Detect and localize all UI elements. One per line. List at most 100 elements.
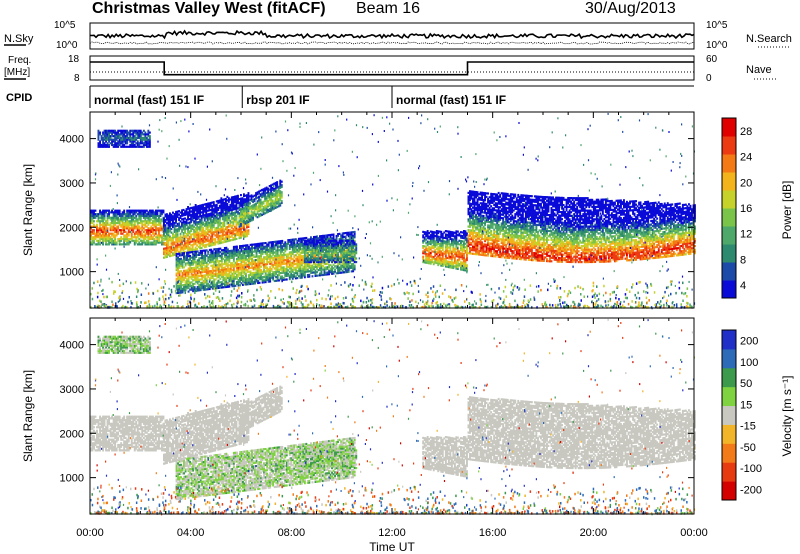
- power-cell: [127, 214, 130, 218]
- power-cell: [141, 209, 144, 212]
- power-cell: [279, 204, 282, 207]
- power-cell: [167, 214, 170, 217]
- power-cell: [280, 180, 283, 183]
- power-cell: [201, 285, 204, 288]
- power-cell: [235, 223, 238, 226]
- power-cell: [274, 205, 277, 208]
- power-cell: [181, 289, 184, 292]
- power-cell: [166, 252, 168, 255]
- power-cell: [115, 214, 118, 218]
- power-cell: [226, 225, 229, 229]
- power-cell: [120, 232, 123, 235]
- power-cell: [158, 216, 160, 219]
- power-cell: [196, 223, 199, 226]
- power-cell: [228, 271, 231, 274]
- power-cell: [226, 220, 229, 223]
- power-cell: [243, 230, 245, 233]
- power-cell: [264, 194, 267, 197]
- power-cell: [214, 257, 217, 260]
- power-cell: [226, 208, 229, 211]
- power-cell: [236, 270, 238, 273]
- power-cell: [226, 234, 229, 237]
- power-cell: [245, 281, 247, 284]
- power-cell: [138, 209, 141, 212]
- power-cell: [231, 274, 234, 277]
- power-cell: [239, 277, 241, 280]
- power-cell: [175, 233, 178, 237]
- power-cell: [141, 223, 144, 226]
- power-cell: [147, 237, 150, 241]
- power-cell: [215, 235, 218, 238]
- power-cell: [274, 197, 277, 201]
- power-cell: [270, 260, 273, 263]
- power-cell: [184, 210, 187, 213]
- power-cell: [211, 231, 214, 234]
- power-cell: [191, 243, 194, 246]
- power-cell: [172, 236, 174, 239]
- power-cell: [178, 217, 181, 220]
- power-cell: [133, 223, 136, 226]
- power-cell: [235, 221, 238, 224]
- power-cell: [204, 249, 207, 252]
- power-cell: [199, 227, 202, 230]
- power-cell: [208, 209, 211, 212]
- power-cell: [268, 185, 271, 188]
- power-cell: [187, 207, 190, 210]
- power-cell: [190, 249, 193, 252]
- power-cell: [248, 254, 250, 257]
- power-cell: [200, 230, 203, 233]
- power-cell: [183, 285, 186, 288]
- power-cell: [187, 278, 190, 281]
- power-cell: [271, 201, 274, 204]
- power-cell: [167, 216, 170, 219]
- power-cell: [277, 203, 280, 206]
- power-cell: [258, 197, 261, 200]
- power-cell: [202, 262, 205, 265]
- power-cell: [207, 288, 210, 291]
- power-cell: [229, 232, 232, 235]
- power-cell: [194, 214, 197, 217]
- power-cell: [200, 229, 203, 232]
- power-cell: [261, 196, 264, 199]
- power-cell: [189, 254, 192, 258]
- power-cell: [123, 225, 126, 228]
- power-cell: [154, 222, 157, 225]
- power-cell: [207, 270, 210, 273]
- power-cell: [90, 225, 92, 228]
- power-cell: [230, 207, 233, 210]
- power-cell: [238, 237, 241, 240]
- power-cell: [151, 213, 154, 216]
- power-cell: [243, 278, 246, 281]
- power-cell: [244, 210, 247, 213]
- power-cell: [202, 260, 205, 263]
- power-cell: [187, 232, 190, 235]
- power-cell: [176, 244, 179, 247]
- power-cell: [124, 222, 127, 225]
- power-cell: [223, 237, 226, 240]
- power-cell: [202, 267, 205, 270]
- power-cell: [166, 234, 168, 237]
- power-cell: [257, 267, 260, 270]
- power-cell: [221, 200, 224, 203]
- power-cell: [237, 264, 240, 267]
- power-cell: [112, 229, 115, 232]
- power-cell: [187, 269, 190, 272]
- power-cell: [242, 266, 244, 269]
- power-cell: [222, 272, 225, 275]
- power-cell: [241, 216, 244, 219]
- power-cell: [201, 251, 204, 254]
- power-cell: [205, 206, 208, 209]
- power-cell: [216, 269, 219, 272]
- power-cell: [232, 260, 235, 263]
- power-cell: [133, 216, 136, 219]
- power-cell: [166, 236, 168, 239]
- power-cell: [226, 195, 229, 198]
- power-cell: [262, 205, 265, 209]
- power-cell: [218, 242, 221, 245]
- power-cell: [234, 272, 237, 275]
- power-cell: [246, 219, 248, 222]
- power-cell: [219, 270, 222, 273]
- power-cell: [244, 228, 247, 231]
- power-cell: [212, 217, 215, 220]
- power-cell: [250, 205, 253, 208]
